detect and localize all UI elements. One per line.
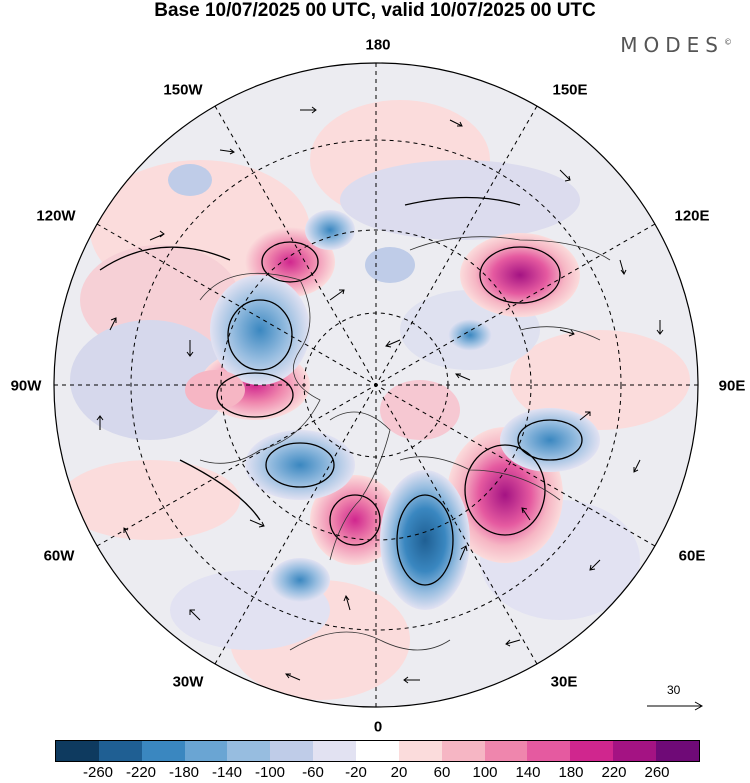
lon-label-180: 180 [365,36,391,54]
colorbar-segment [56,741,99,761]
colorbar-segment [398,741,442,761]
colorbar-segment [227,741,271,761]
colorbar-tick-label: -20 [345,764,367,781]
map-title: Base 10/07/2025 00 UTC, valid 10/07/2025… [154,0,596,21]
colorbar-tick-label: 100 [472,764,498,781]
colorbar-tick-label: 220 [601,764,627,781]
polar-map [53,62,699,708]
colorbar-tick-label: 140 [515,764,541,781]
lon-label-120w: 120W [36,207,76,225]
reference-arrow-icon [647,701,704,711]
lon-label-30e: 30E [550,673,578,691]
colorbar-tick-label: 260 [644,764,670,781]
lon-label-150e: 150E [552,81,588,99]
lon-label-0: 0 [373,718,383,736]
brand-name: MODES [620,33,724,57]
brand-mark: © [724,37,732,47]
lon-label-60e: 60E [678,547,706,565]
colorbar-ticks: -260 -220 -180 -140 -100 -60 -20 20 60 100 140 180 2… [0,764,750,782]
lon-label-90e: 90E [718,377,746,395]
colorbar-tick-label: -60 [302,764,324,781]
colorbar-tick-label: 180 [558,764,584,781]
colorbar-segment [270,741,314,761]
graticule [54,63,698,707]
colorbar-segment [656,741,699,761]
colorbar-segment [313,741,357,761]
lon-label-120e: 120E [674,207,710,225]
reference-vector-value: 30 [667,683,681,697]
colorbar-tick-label: 60 [433,764,451,781]
lon-label-90w: 90W [10,377,42,395]
brand-logo: MODES© [620,33,732,57]
colorbar-tick-label: -180 [168,764,200,781]
colorbar-tick-label: -220 [125,764,157,781]
colorbar-segment [441,741,485,761]
colorbar-segment [570,741,614,761]
colorbar-segment [613,741,657,761]
colorbar-tick-label: 20 [390,764,408,781]
colorbar-segment [141,741,185,761]
map-boundary [53,62,699,708]
lon-label-60w: 60W [43,547,75,565]
colorbar [55,740,700,762]
colorbar-segment [184,741,228,761]
colorbar-tick-label: -140 [211,764,243,781]
lon-label-150w: 150W [163,81,203,99]
reference-vector: 30 [645,680,705,720]
colorbar-segment [98,741,142,761]
colorbar-tick-label: -100 [254,764,286,781]
colorbar-segment [356,741,399,761]
map-field [54,63,698,707]
colorbar-tick-label: -260 [82,764,114,781]
colorbar-segment [484,741,528,761]
lon-label-30w: 30W [172,673,204,691]
colorbar-segment [527,741,571,761]
wind-vectors [96,106,664,684]
